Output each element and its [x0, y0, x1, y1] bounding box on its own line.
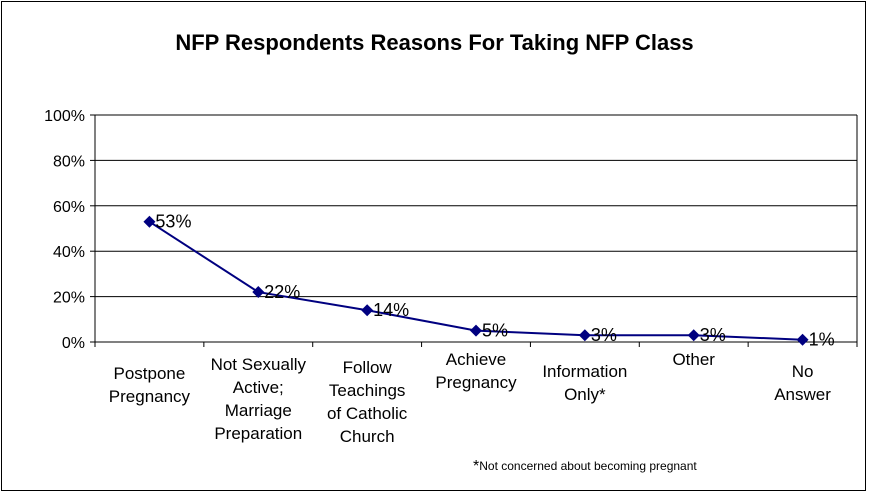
x-tick-label-line: Pregnancy	[109, 387, 191, 406]
x-tick-label-line: Information	[542, 362, 627, 381]
series-line	[148, 220, 803, 341]
x-tick-label-line: Marriage	[225, 401, 292, 420]
data-point-marker	[687, 329, 700, 342]
x-tick-label-line: Teachings	[329, 381, 406, 400]
x-tick-label-line: Postpone	[114, 364, 186, 383]
data-label: 1%	[809, 330, 835, 350]
footnote: *Not concerned about becoming pregnant	[473, 458, 697, 476]
x-tick-label-line: No	[792, 362, 814, 381]
data-label: 14%	[373, 300, 409, 320]
data-point-marker	[252, 286, 265, 299]
x-tick-label-line: Church	[340, 427, 395, 446]
x-tick-label-line: Only*	[564, 385, 606, 404]
x-tick-label-line: Active;	[233, 378, 284, 397]
footnote-text: Not concerned about becoming pregnant	[479, 459, 697, 473]
x-tick-label-line: Not Sexually	[211, 355, 307, 374]
x-tick-label-line: Pregnancy	[435, 373, 517, 392]
x-tick-label: Postpone Pregnancy	[109, 364, 191, 406]
data-point-marker	[143, 215, 156, 228]
footnote-mark: *	[473, 458, 480, 475]
data-label: 53%	[155, 212, 191, 232]
data-point-marker	[361, 304, 374, 317]
x-tick-label: Information Only*	[542, 362, 627, 404]
data-label: 3%	[700, 325, 726, 345]
data-label: 3%	[591, 325, 617, 345]
x-tick-label-line: Answer	[774, 385, 831, 404]
y-tick-label: 40%	[53, 244, 85, 261]
x-tick-label-line: Preparation	[214, 424, 302, 443]
y-tick-label: 60%	[53, 199, 85, 216]
x-tick-label: Follow Teachings of Catholic Church	[327, 358, 408, 446]
x-tick-label: Other	[672, 350, 715, 369]
x-tick-label-line: Follow	[343, 358, 393, 377]
x-tick-label: Not Sexually Active; Marriage Preparation	[211, 355, 307, 443]
data-point-marker	[796, 333, 809, 346]
x-tick-label: Achieve Pregnancy	[435, 350, 517, 392]
chart-title: NFP Respondents Reasons For Taking NFP C…	[175, 30, 694, 55]
data-point-marker	[578, 329, 591, 342]
data-label: 5%	[482, 321, 508, 341]
y-tick-label: 80%	[53, 153, 85, 170]
x-tick-label-line: Achieve	[446, 350, 506, 369]
y-tick-label: 20%	[53, 290, 85, 307]
data-point-marker	[470, 324, 482, 337]
x-tick-label: No Answer	[774, 362, 831, 404]
data-label: 22%	[264, 282, 300, 302]
x-tick-label-line: Other	[672, 350, 715, 369]
x-tick-label-line: of Catholic	[327, 404, 408, 423]
y-tick-label: 0%	[62, 335, 85, 352]
y-tick-label: 100%	[44, 108, 85, 125]
